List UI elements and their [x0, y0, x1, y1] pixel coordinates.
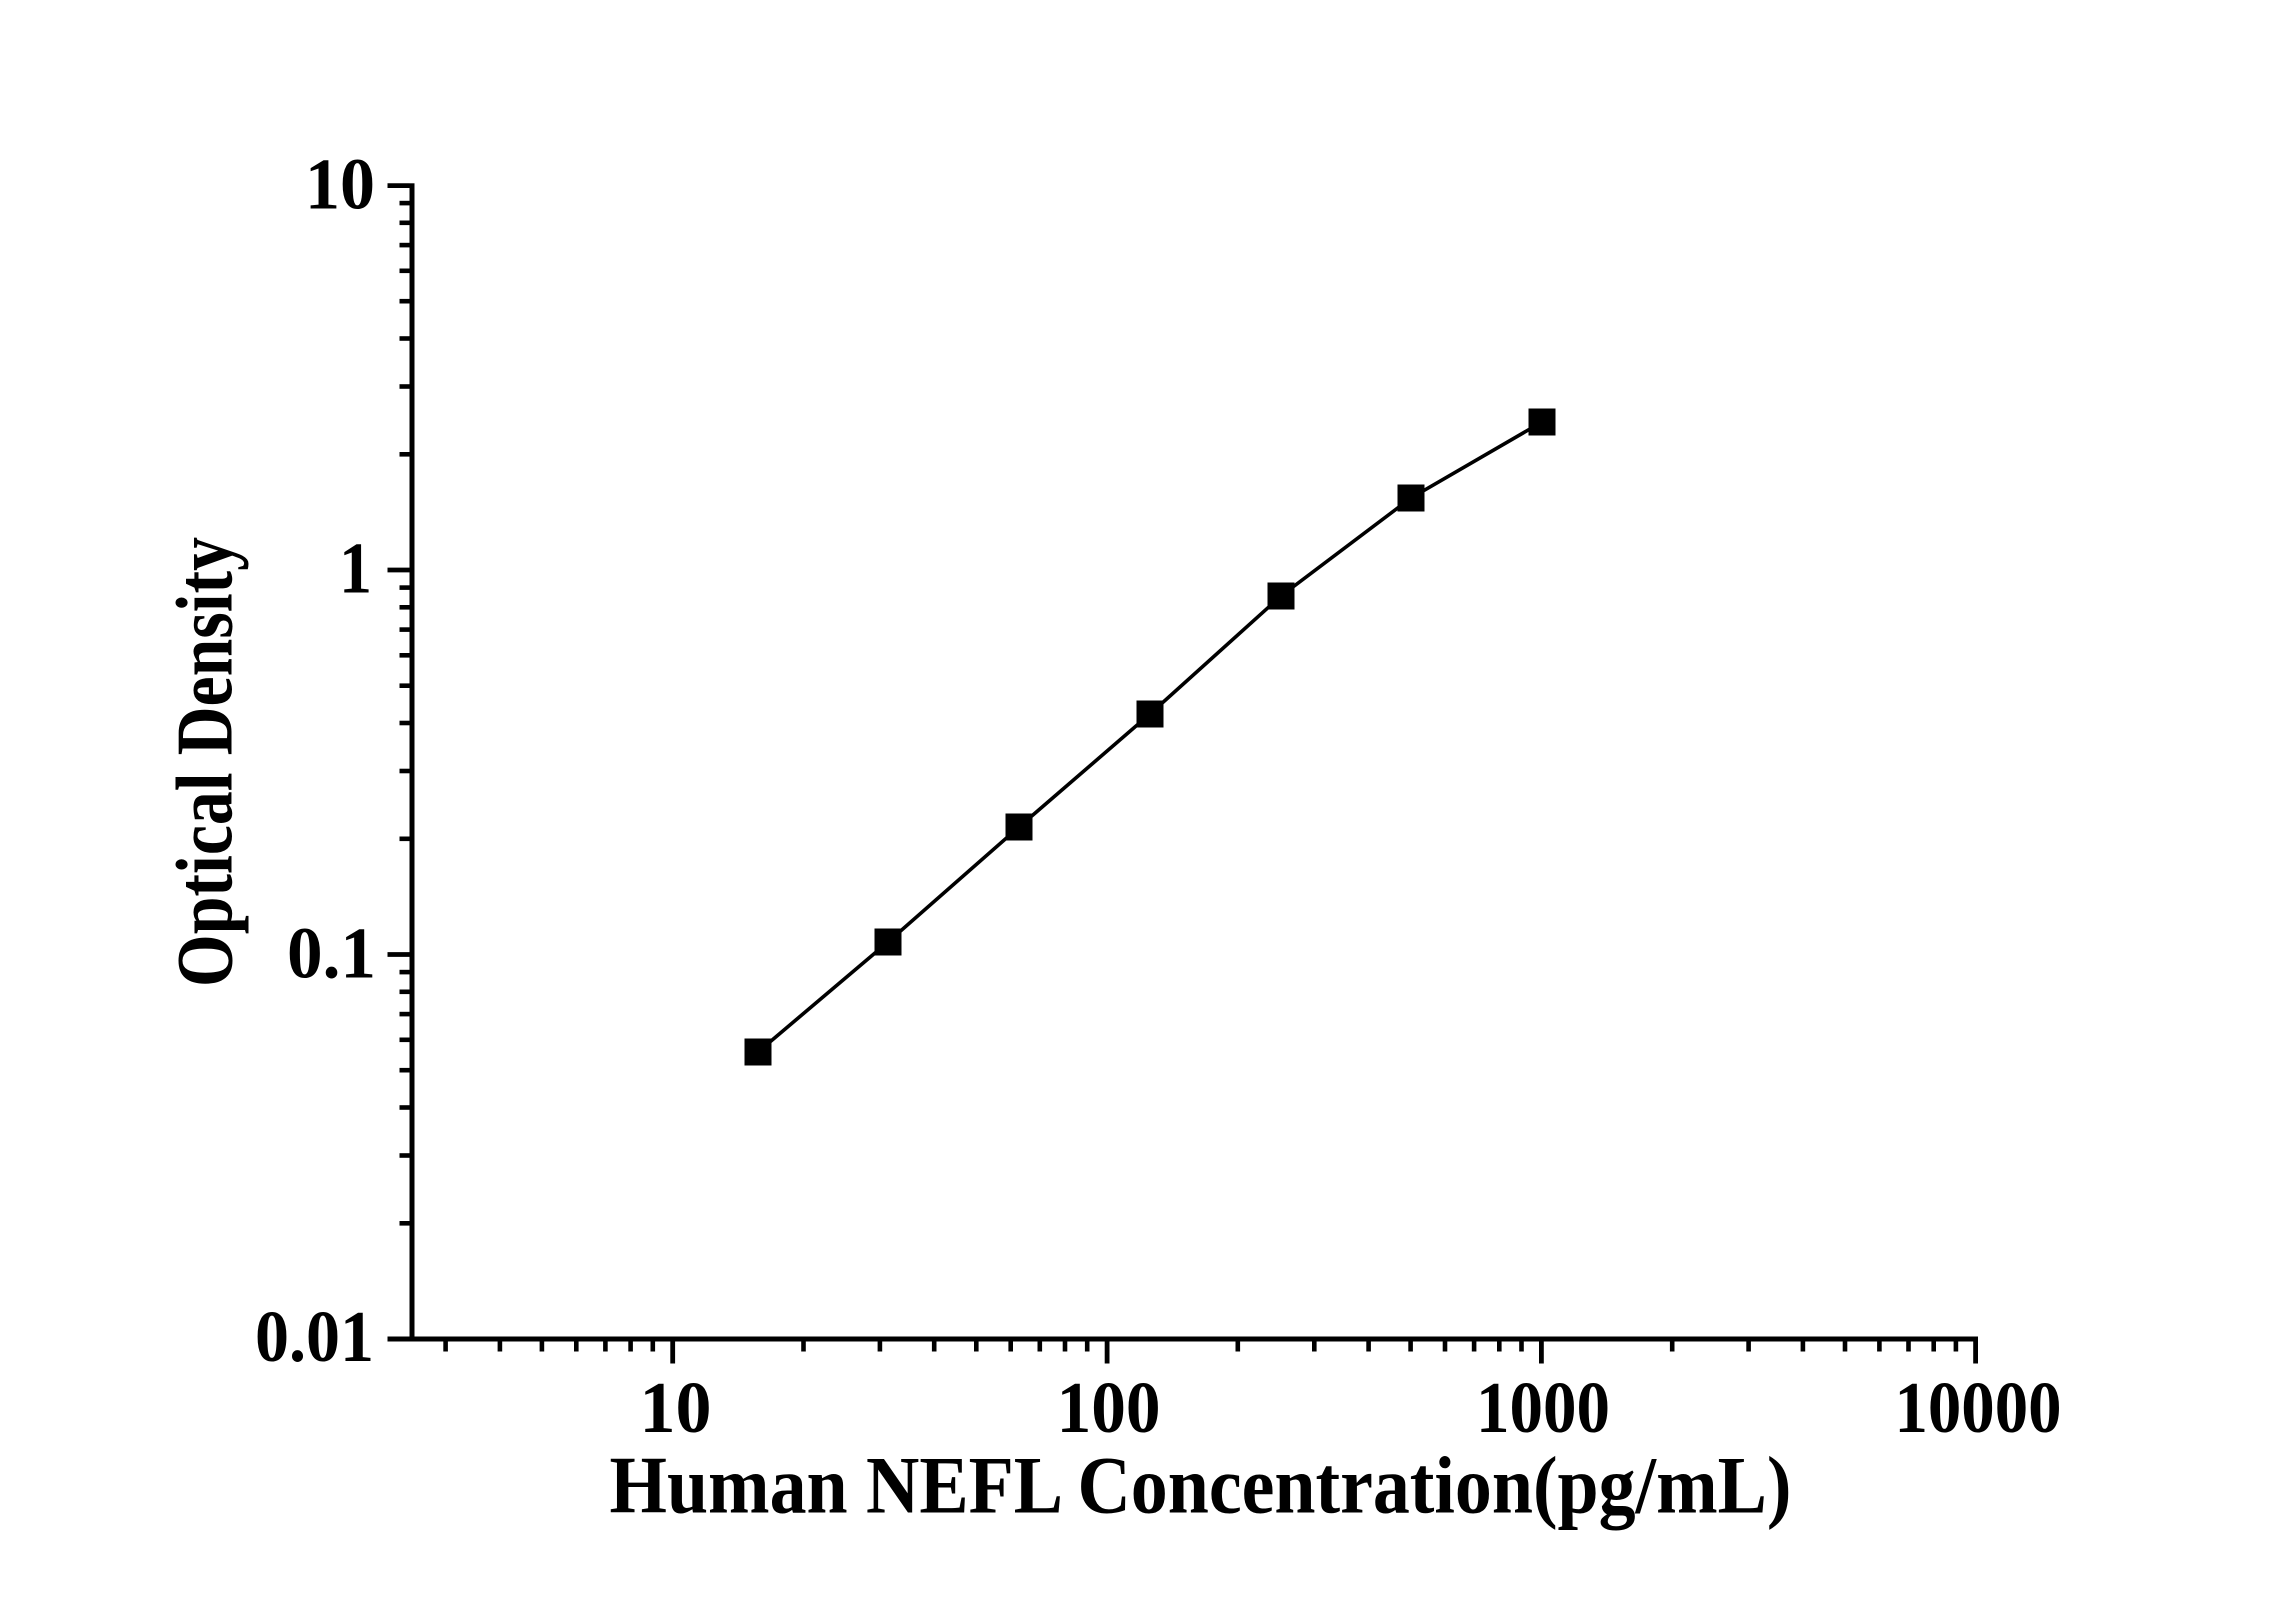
svg-text:Optical Density: Optical Density — [160, 537, 250, 987]
svg-text:1: 1 — [339, 528, 372, 609]
svg-text:0.01: 0.01 — [255, 1296, 374, 1377]
svg-text:1000: 1000 — [1476, 1367, 1610, 1448]
svg-text:Human NEFL Concentration(pg/mL: Human NEFL Concentration(pg/mL) — [610, 1440, 1792, 1531]
svg-text:10000: 10000 — [1895, 1367, 2062, 1448]
svg-text:0.1: 0.1 — [287, 913, 376, 994]
svg-text:10: 10 — [305, 144, 375, 225]
svg-text:100: 100 — [1057, 1367, 1161, 1448]
svg-text:10: 10 — [640, 1367, 712, 1448]
